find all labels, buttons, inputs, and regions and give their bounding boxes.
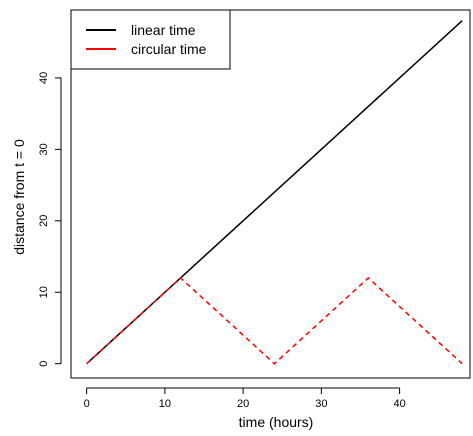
x-axis-title: time (hours) <box>239 414 314 430</box>
y-tick-label: 20 <box>38 215 50 227</box>
x-tick-label: 40 <box>393 398 405 410</box>
series-line-circular-time <box>86 276 463 365</box>
legend: linear time circular time <box>70 9 231 70</box>
x-axis: 0 10 20 30 40 <box>84 387 406 410</box>
legend-label-linear-time: linear time <box>131 22 196 38</box>
series-layer <box>86 20 463 365</box>
legend-label-circular-time: circular time <box>131 41 207 57</box>
y-axis: 0 10 20 30 40 <box>38 72 62 367</box>
y-tick-label: 40 <box>38 72 50 84</box>
y-tick-label: 30 <box>38 143 50 155</box>
x-tick-label: 30 <box>315 398 327 410</box>
plot-frame <box>70 9 471 379</box>
y-tick-label: 10 <box>38 286 50 298</box>
x-tick-label: 0 <box>84 398 90 410</box>
x-tick-label: 20 <box>237 398 249 410</box>
legend-box <box>70 9 231 70</box>
y-axis-title: distance from t = 0 <box>11 139 27 255</box>
x-tick-label: 10 <box>159 398 171 410</box>
y-tick-label: 0 <box>38 361 50 367</box>
